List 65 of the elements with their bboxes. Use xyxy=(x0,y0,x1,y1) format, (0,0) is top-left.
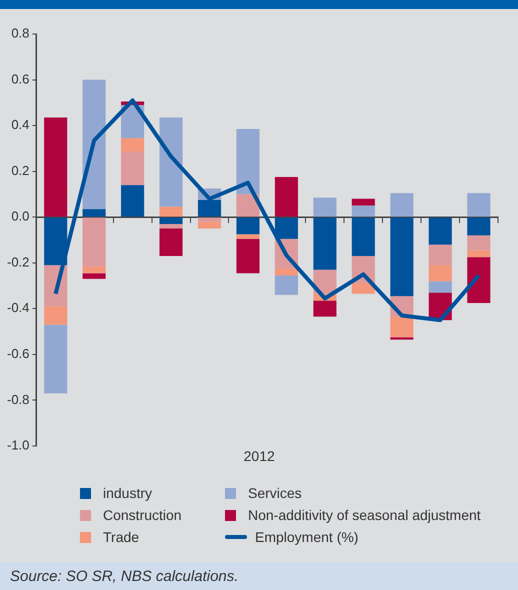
y-tick-label: 0.8 xyxy=(11,26,30,41)
bar xyxy=(467,257,490,303)
bar xyxy=(121,185,144,217)
bar xyxy=(467,193,490,217)
y-tick-label: -0.2 xyxy=(6,254,30,270)
bar xyxy=(236,194,260,217)
bar xyxy=(428,265,452,282)
y-tick-label: 0.6 xyxy=(11,71,30,86)
bar xyxy=(352,198,375,206)
y-tick-label: 0.0 xyxy=(11,208,30,224)
bar xyxy=(121,138,144,152)
y-tick-label: 0.2 xyxy=(11,162,30,178)
y-tick-label: -0.8 xyxy=(6,392,30,407)
bar xyxy=(159,118,183,207)
bar xyxy=(236,128,260,194)
bar xyxy=(44,324,68,394)
legend-label: Employment (%) xyxy=(255,529,358,545)
legend-label: Construction xyxy=(103,507,182,523)
bar xyxy=(352,206,375,217)
x-axis-title: 2012 xyxy=(244,448,275,464)
bar xyxy=(352,283,375,294)
bar xyxy=(159,228,183,256)
bar xyxy=(467,235,490,250)
bar xyxy=(198,200,222,217)
bar xyxy=(82,266,106,274)
bar xyxy=(313,218,336,270)
bar xyxy=(352,218,375,256)
y-tick-label: -1.0 xyxy=(6,438,30,453)
bar xyxy=(159,218,183,224)
bar xyxy=(236,238,260,274)
bar xyxy=(313,198,336,217)
y-tick-label: 0.4 xyxy=(11,117,30,132)
bar xyxy=(159,224,183,229)
legend-label: industry xyxy=(103,485,152,501)
bar xyxy=(467,250,490,258)
y-tick-label: -0.4 xyxy=(6,300,30,316)
bar xyxy=(390,316,414,338)
bar xyxy=(82,209,106,217)
bar xyxy=(198,218,222,222)
bar xyxy=(467,218,490,236)
bar xyxy=(44,118,68,217)
bar xyxy=(82,218,106,266)
bar xyxy=(428,218,452,245)
bar xyxy=(274,218,298,239)
bar xyxy=(159,206,183,217)
bar xyxy=(44,306,68,325)
bar xyxy=(82,273,106,279)
bar xyxy=(274,268,298,276)
bar xyxy=(236,218,260,234)
bar xyxy=(82,80,106,210)
legend-label: Non-additivity of seasonal adjustment xyxy=(248,507,481,523)
bar xyxy=(390,218,414,296)
legend-label: Trade xyxy=(103,529,140,545)
bar xyxy=(390,193,414,217)
bar xyxy=(428,281,452,293)
bar xyxy=(274,275,298,295)
y-tick-label: -0.6 xyxy=(6,346,30,362)
bar xyxy=(274,177,298,217)
bar xyxy=(236,234,260,239)
bar xyxy=(313,300,336,317)
bar xyxy=(121,152,144,186)
legend-label: Services xyxy=(248,485,302,501)
source-note: Source: SO SR, NBS calculations. xyxy=(0,562,518,590)
bar xyxy=(428,244,452,266)
bar xyxy=(198,222,222,229)
